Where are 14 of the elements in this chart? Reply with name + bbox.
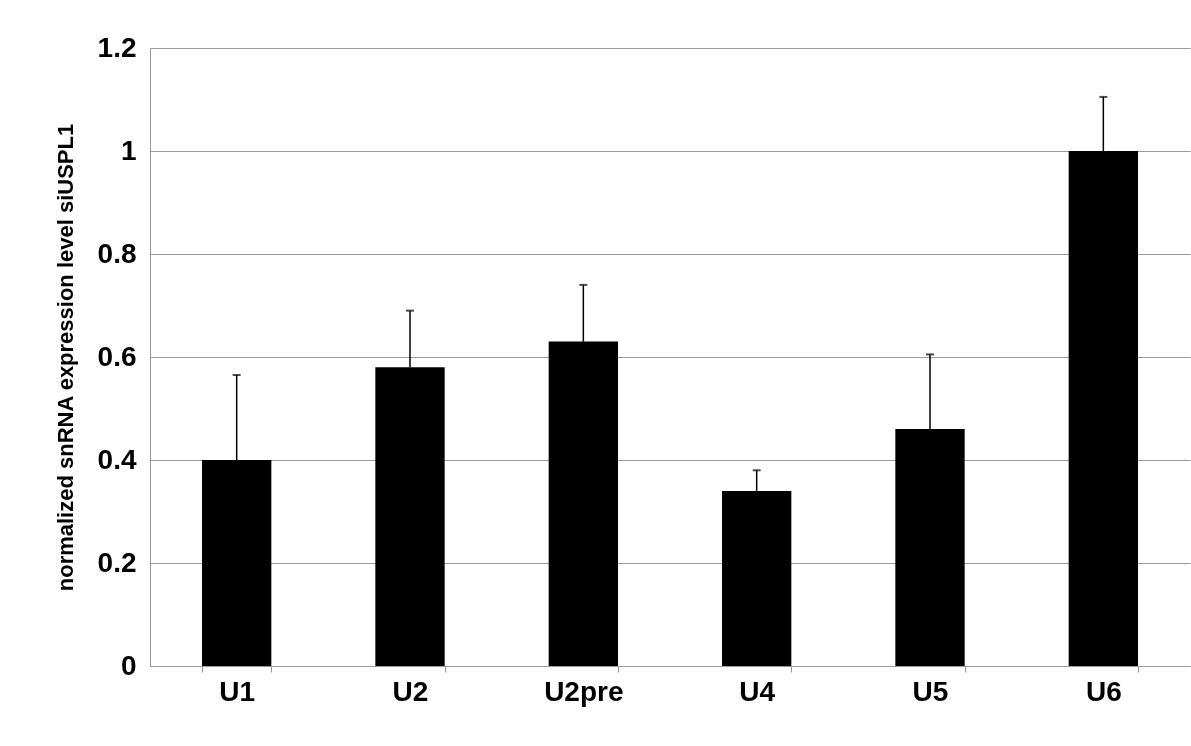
- x-tick-label: U2pre: [544, 675, 624, 707]
- x-tick-label: U4: [739, 675, 776, 707]
- y-tick-label: 0.4: [97, 443, 137, 475]
- x-tick-label: U6: [1085, 675, 1122, 707]
- x-tick-label: U1: [219, 675, 256, 707]
- x-tick-label: U2: [392, 675, 429, 707]
- x-tick-label: U5: [912, 675, 949, 707]
- y-tick-label: 0: [120, 649, 137, 681]
- y-tick-label: 1: [120, 134, 137, 166]
- y-tick-label: 1.2: [97, 31, 137, 63]
- y-tick-label: 0.6: [97, 340, 137, 372]
- y-axis-title: normalized snRNA expression level siUSPL1: [52, 123, 78, 592]
- y-tick-label: 0.8: [97, 237, 137, 269]
- y-tick-label: 0.2: [97, 546, 137, 578]
